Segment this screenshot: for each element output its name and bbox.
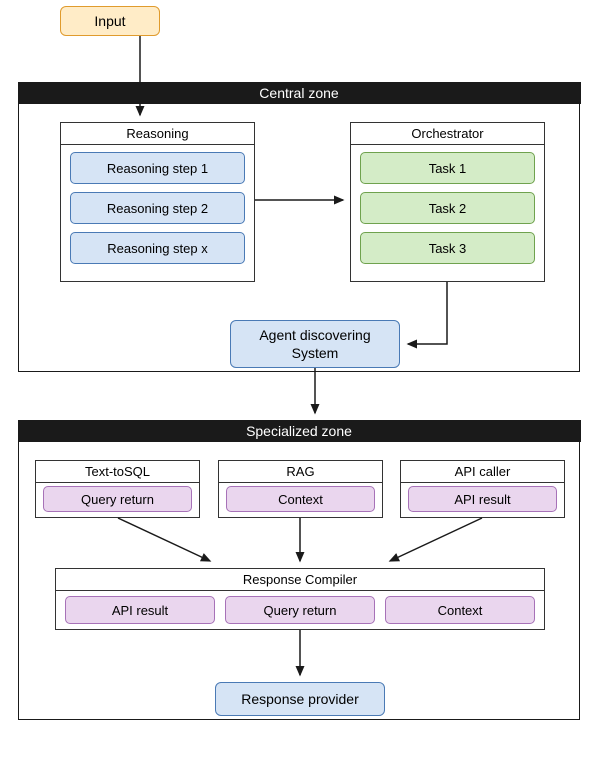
agent-output-label: Query return	[81, 492, 154, 507]
response-provider-label: Response provider	[241, 690, 359, 708]
agent-output-label: API result	[454, 492, 510, 507]
compiler-title: Response Compiler	[243, 572, 357, 587]
specialized-zone-title: Specialized zone	[246, 423, 352, 439]
agent-title-row: RAG	[219, 461, 382, 483]
agent-title: Text-toSQL	[85, 464, 150, 479]
agent-title-row: Text-toSQL	[36, 461, 199, 483]
reasoning-step: Reasoning step x	[70, 232, 245, 264]
agent-title: RAG	[286, 464, 314, 479]
compiler-item: Query return	[225, 596, 375, 624]
orchestrator-task-label: Task 2	[429, 201, 467, 216]
agent-title: API caller	[455, 464, 511, 479]
compiler-item-label: Query return	[264, 603, 337, 618]
reasoning-step-label: Reasoning step 2	[107, 201, 208, 216]
reasoning-title-row: Reasoning	[61, 123, 254, 145]
agent-output: Query return	[43, 486, 192, 512]
orchestrator-title: Orchestrator	[411, 126, 483, 141]
compiler-item: Context	[385, 596, 535, 624]
compiler-item-label: Context	[438, 603, 483, 618]
orchestrator-task-label: Task 3	[429, 241, 467, 256]
reasoning-step: Reasoning step 2	[70, 192, 245, 224]
orchestrator-task-label: Task 1	[429, 161, 467, 176]
compiler-item-label: API result	[112, 603, 168, 618]
agent-output: Context	[226, 486, 375, 512]
central-zone-title-bar: Central zone	[18, 82, 581, 104]
agent-system-label: Agent discovering System	[259, 326, 370, 362]
agent-output: API result	[408, 486, 557, 512]
agent-discovering-system: Agent discovering System	[230, 320, 400, 368]
reasoning-step-label: Reasoning step 1	[107, 161, 208, 176]
input-node: Input	[60, 6, 160, 36]
reasoning-step-label: Reasoning step x	[107, 241, 207, 256]
reasoning-step: Reasoning step 1	[70, 152, 245, 184]
central-zone-title: Central zone	[259, 85, 338, 101]
orchestrator-task: Task 1	[360, 152, 535, 184]
specialized-zone-title-bar: Specialized zone	[18, 420, 581, 442]
compiler-item: API result	[65, 596, 215, 624]
agent-output-label: Context	[278, 492, 323, 507]
orchestrator-task: Task 3	[360, 232, 535, 264]
compiler-title-row: Response Compiler	[56, 569, 544, 591]
response-provider: Response provider	[215, 682, 385, 716]
agent-title-row: API caller	[401, 461, 564, 483]
input-label: Input	[94, 12, 125, 30]
orchestrator-title-row: Orchestrator	[351, 123, 544, 145]
reasoning-title: Reasoning	[126, 126, 188, 141]
orchestrator-task: Task 2	[360, 192, 535, 224]
